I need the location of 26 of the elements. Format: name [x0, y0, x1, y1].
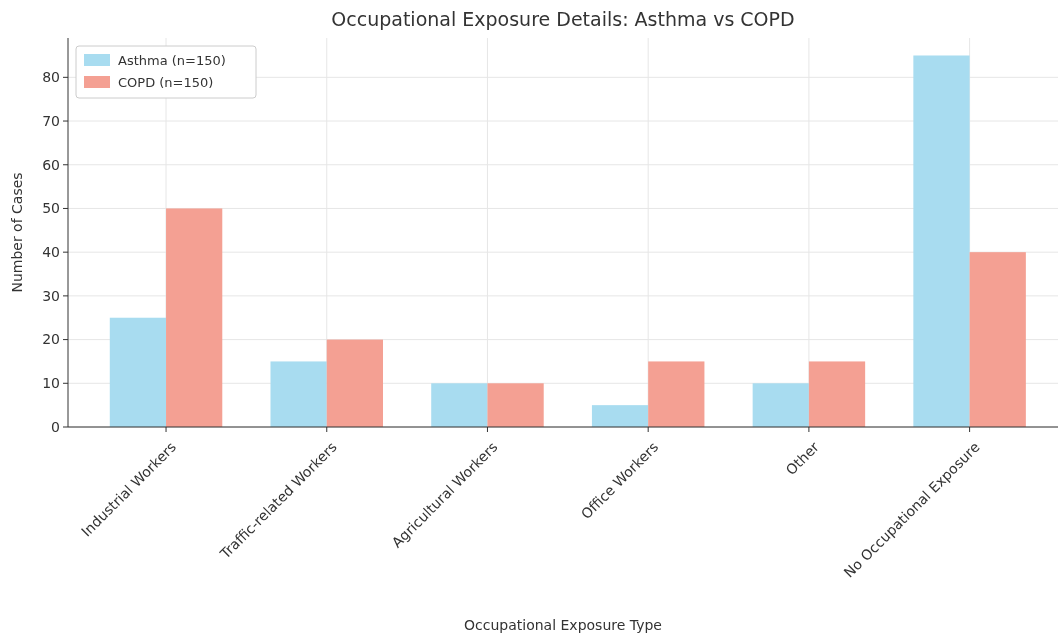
- bar: [752, 383, 809, 427]
- legend-label: COPD (n=150): [118, 74, 214, 90]
- bar: [326, 339, 383, 427]
- y-tick-label: 40: [42, 244, 60, 261]
- y-tick-label: 80: [42, 69, 60, 86]
- bar: [109, 317, 167, 427]
- y-tick-label: 20: [42, 331, 60, 348]
- y-tick-label: 0: [51, 418, 60, 435]
- bar: [808, 361, 866, 427]
- bar: [591, 405, 649, 427]
- y-tick-label: 60: [42, 156, 60, 173]
- chart-title: Occupational Exposure Details: Asthma vs COPD: [331, 8, 795, 30]
- bar: [270, 361, 327, 427]
- y-axis-title: Number of Cases: [9, 172, 25, 293]
- bar: [487, 383, 544, 427]
- y-tick-label: 50: [42, 200, 60, 217]
- y-tick-label: 10: [42, 375, 60, 392]
- bar: [166, 208, 223, 427]
- y-tick-label: 30: [42, 287, 60, 304]
- y-tick-label: 70: [42, 112, 60, 129]
- legend-label: Asthma (n=150): [118, 52, 226, 68]
- bar: [648, 361, 705, 427]
- bar: [969, 252, 1026, 427]
- bar: [431, 383, 488, 427]
- x-axis-title: Occupational Exposure Type: [464, 617, 662, 633]
- bar: [913, 55, 970, 427]
